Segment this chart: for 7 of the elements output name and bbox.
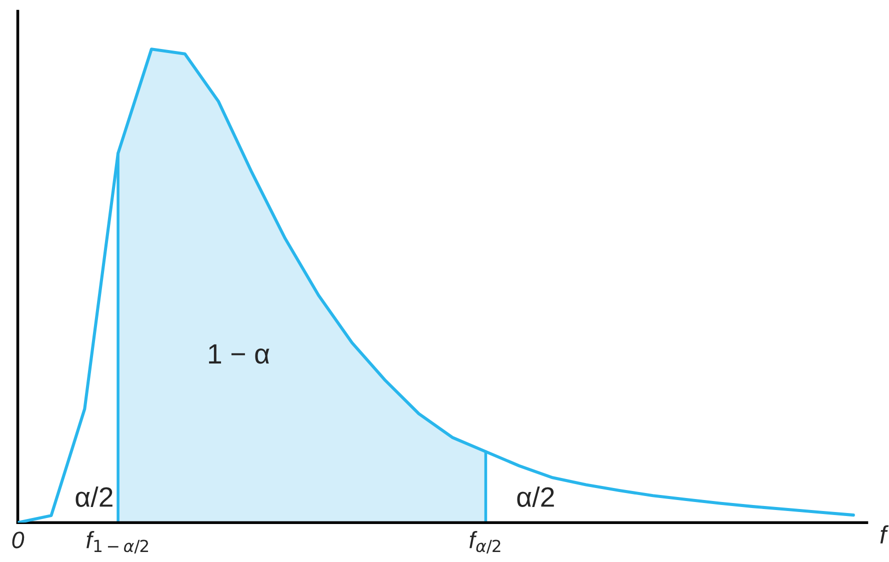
x-tick-label: 0 (12, 532, 24, 548)
x-axis-title: f (880, 525, 889, 544)
x-tick-label: f$_{α/2}$ (470, 530, 500, 554)
annotation: α/2 (76, 486, 112, 507)
annotation: α/2 (517, 486, 554, 507)
x-tick-label: f$_{1−α/2}$ (86, 530, 148, 554)
annotation: 1 − α (209, 344, 270, 364)
